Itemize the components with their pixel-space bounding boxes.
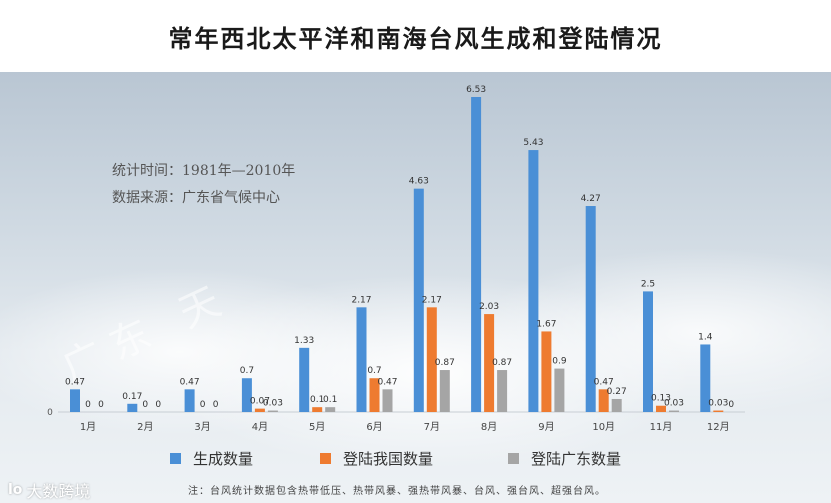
bar-series-1-cat-6: [426, 307, 437, 412]
brand-icon: lo: [8, 482, 23, 498]
data-label-series-0-cat-10: 2.5: [641, 279, 655, 289]
bar-series-0-cat-3: [241, 378, 252, 412]
data-label-series-2-cat-9: 0.27: [607, 387, 627, 397]
bar-series-2-cat-7: [497, 370, 508, 412]
x-axis-tick-label: 7月: [424, 421, 440, 433]
data-label-series-2-cat-8: 0.9: [552, 357, 567, 367]
data-label-series-1-cat-0: 0: [85, 400, 91, 410]
data-label-series-0-cat-4: 1.33: [294, 336, 314, 346]
bar-series-1-cat-4: [312, 407, 323, 412]
data-label-series-1-cat-10: 0.13: [651, 394, 671, 404]
data-label-series-0-cat-1: 0.17: [122, 392, 142, 402]
data-label-series-0-cat-7: 6.53: [466, 85, 486, 95]
data-label-series-2-cat-5: 0.47: [377, 377, 397, 387]
brand-name: 大数跨境: [26, 482, 91, 501]
legend-item-landed-guangdong: 登陆广东数量: [508, 448, 621, 469]
data-label-series-2-cat-4: 0.1: [323, 395, 337, 405]
x-axis-tick-label: 6月: [366, 421, 382, 433]
bar-series-2-cat-4: [325, 407, 336, 412]
bar-series-1-cat-11: [713, 410, 724, 412]
bar-series-0-cat-1: [127, 403, 138, 412]
page-title: 常年西北太平洋和南海台风生成和登陆情况: [168, 24, 663, 53]
data-label-series-0-cat-6: 4.63: [409, 177, 429, 187]
x-axis-tick-label: 1月: [80, 421, 96, 433]
bar-series-0-cat-5: [356, 307, 367, 412]
x-axis-tick-label: 5月: [309, 421, 325, 433]
data-label-series-0-cat-2: 0.47: [180, 377, 200, 387]
data-label-series-1-cat-11: 0.03: [708, 399, 728, 409]
bar-series-2-cat-5: [382, 389, 393, 412]
x-axis-tick-label: 12月: [707, 421, 730, 433]
x-axis-tick-label: 11月: [650, 421, 673, 433]
bar-series-1-cat-10: [656, 405, 666, 412]
data-label-series-1-cat-2: 0: [200, 400, 206, 410]
legend-label-landed-guangdong: 登陆广东数量: [531, 450, 622, 468]
data-label-series-1-cat-7: 2.03: [479, 302, 499, 312]
data-label-series-1-cat-4: 0.1: [310, 395, 324, 405]
bar-series-0-cat-8: [528, 150, 539, 412]
bar-series-0-cat-9: [585, 206, 596, 412]
data-label-series-0-cat-9: 4.27: [581, 194, 601, 204]
y-axis-tick-label: 0: [47, 408, 53, 418]
bar-series-2-cat-9: [611, 398, 622, 412]
bar-series-0-cat-11: [700, 344, 711, 412]
data-label-series-0-cat-0: 0.47: [65, 377, 85, 387]
legend-swatch-generated: [170, 453, 181, 464]
data-label-series-2-cat-1: 0: [155, 400, 161, 410]
x-axis-tick-label: 10月: [592, 421, 615, 433]
bar-series-0-cat-10: [643, 291, 653, 412]
data-label-series-0-cat-11: 1.4: [698, 332, 713, 342]
bar-series-0-cat-7: [471, 97, 482, 412]
bar-series-1-cat-7: [484, 314, 495, 412]
legend-swatch-landed-guangdong: [508, 453, 519, 464]
data-label-series-0-cat-3: 0.7: [240, 366, 254, 376]
data-label-series-0-cat-8: 5.43: [523, 138, 543, 148]
bar-series-0-cat-2: [184, 389, 195, 412]
x-axis-tick-label: 8月: [481, 421, 497, 433]
legend-label-landed-china: 登陆我国数量: [343, 450, 434, 468]
bar-series-2-cat-10: [669, 410, 679, 412]
data-label-series-1-cat-8: 1.67: [536, 319, 556, 329]
chart-legend: 生成数量 登陆我国数量 登陆广东数量: [0, 448, 831, 470]
data-label-series-1-cat-5: 0.7: [367, 366, 381, 376]
brand-logo: lo 大数跨境: [8, 478, 90, 502]
bar-series-1-cat-3: [254, 408, 265, 412]
info-period: 统计时间：1981年—2010年: [112, 163, 296, 179]
data-label-series-2-cat-6: 0.87: [435, 358, 455, 368]
bar-series-2-cat-3: [267, 410, 278, 412]
data-label-series-1-cat-1: 0: [142, 400, 148, 410]
data-label-series-1-cat-6: 2.17: [422, 295, 442, 305]
info-source: 数据来源：广东省气候中心: [112, 190, 280, 206]
x-axis-tick-label: 4月: [252, 421, 268, 433]
data-label-series-2-cat-0: 0: [98, 400, 104, 410]
legend-item-landed-china: 登陆我国数量: [320, 448, 433, 469]
x-axis-tick-label: 3月: [194, 421, 210, 433]
bar-series-0-cat-6: [413, 188, 424, 412]
footnote: 注：台风统计数据包含热带低压、热带风暴、强热带风暴、台风、强台风、超强台风。: [188, 486, 606, 497]
data-label-series-2-cat-11: 0: [728, 400, 734, 410]
data-label-series-0-cat-5: 2.17: [351, 295, 371, 305]
data-label-series-2-cat-7: 0.87: [492, 358, 512, 368]
legend-item-generated: 生成数量: [170, 448, 253, 469]
bar-series-0-cat-4: [299, 347, 310, 412]
bar-series-0-cat-0: [70, 389, 80, 412]
data-label-series-1-cat-3: 0.07: [250, 397, 270, 407]
x-axis-tick-label: 9月: [538, 421, 554, 433]
data-label-series-2-cat-3: 0.03: [263, 399, 283, 409]
data-label-series-2-cat-2: 0: [213, 400, 219, 410]
data-label-series-2-cat-10: 0.03: [664, 399, 684, 409]
legend-swatch-landed-china: [320, 453, 331, 464]
x-axis-tick-label: 2月: [137, 421, 153, 433]
bar-series-1-cat-5: [369, 378, 380, 412]
bar-series-2-cat-6: [439, 370, 450, 412]
bar-series-2-cat-8: [554, 368, 565, 412]
data-label-series-1-cat-9: 0.47: [594, 377, 614, 387]
bar-series-1-cat-8: [541, 331, 552, 412]
legend-label-generated: 生成数量: [193, 450, 254, 468]
title-bar: 常年西北太平洋和南海台风生成和登陆情况: [0, 0, 831, 72]
bar-series-1-cat-9: [598, 389, 609, 412]
